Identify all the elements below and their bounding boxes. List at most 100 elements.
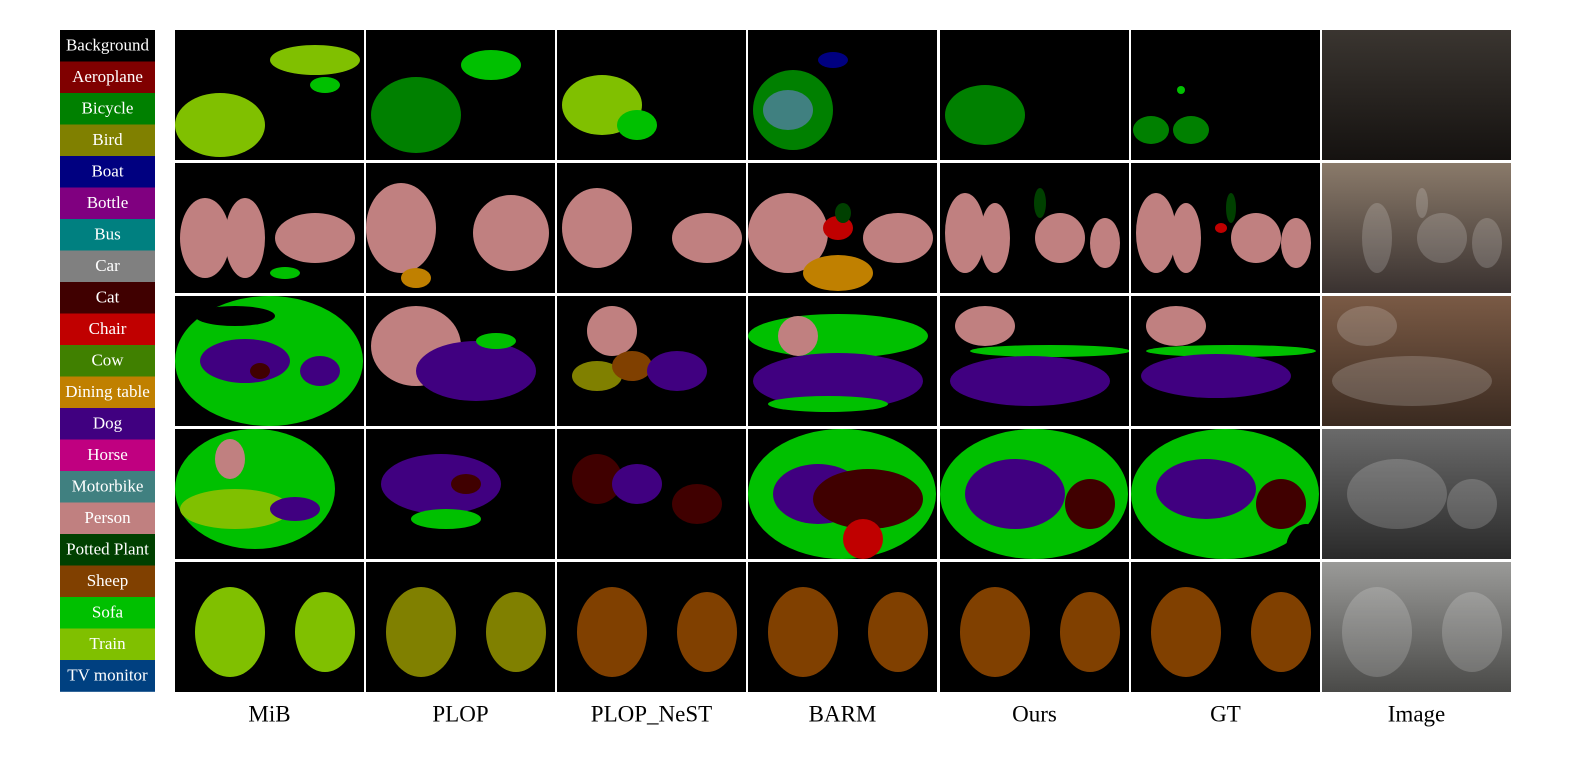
segment-region xyxy=(803,255,873,291)
grid-cell xyxy=(366,296,555,426)
grid-cell xyxy=(1131,562,1320,692)
grid-cell xyxy=(940,30,1129,160)
segment-region xyxy=(1231,213,1281,263)
segment-region xyxy=(1281,218,1311,268)
photo xyxy=(1322,562,1511,692)
column-label: Image xyxy=(1388,701,1445,726)
legend-label: Bicycle xyxy=(82,99,134,118)
legend-swatch xyxy=(60,313,155,346)
segment-region xyxy=(270,45,360,75)
legend-label: Horse xyxy=(87,445,128,464)
segment-region xyxy=(195,306,275,326)
photo xyxy=(1322,296,1511,426)
legend-swatch xyxy=(60,565,155,598)
legend-label: Bird xyxy=(92,130,123,149)
segment-region xyxy=(1133,116,1169,144)
segment-region xyxy=(813,469,923,529)
segment-region xyxy=(980,203,1010,273)
segment-region xyxy=(270,267,300,279)
segment-region xyxy=(748,193,828,273)
segment-region xyxy=(748,314,928,358)
legend-swatch xyxy=(60,250,155,283)
legend-swatch xyxy=(60,187,155,220)
grid-cell xyxy=(366,30,555,160)
segment-region xyxy=(960,587,1030,677)
segment-region xyxy=(215,439,245,479)
segment-region xyxy=(677,592,737,672)
segment-region xyxy=(672,484,722,524)
segment-region xyxy=(476,333,516,349)
segment-region xyxy=(1136,193,1176,273)
legend-swatch xyxy=(60,30,155,62)
segment-region xyxy=(868,592,928,672)
segment-region xyxy=(1251,592,1311,672)
legend-label: Aeroplane xyxy=(72,67,143,86)
legend-swatch xyxy=(60,502,155,535)
grid-cell xyxy=(366,562,555,692)
grid-cell xyxy=(748,30,937,160)
segment-region xyxy=(562,188,632,268)
segment-region xyxy=(818,52,848,68)
grid-cell xyxy=(1131,296,1320,426)
legend-swatch xyxy=(60,219,155,251)
legend-swatch xyxy=(60,439,155,472)
segment-region xyxy=(473,195,549,271)
legend-swatch xyxy=(60,471,155,503)
segment-region xyxy=(768,587,838,677)
legend-swatch xyxy=(60,534,155,566)
photo-object xyxy=(1347,459,1447,529)
segment-region xyxy=(180,198,230,278)
segment-region xyxy=(451,474,481,494)
grid-cell xyxy=(557,429,746,559)
legend-swatch xyxy=(60,124,155,157)
segment-region xyxy=(612,464,662,504)
column-label: Ours xyxy=(1012,701,1057,726)
legend-label: Background xyxy=(66,36,150,55)
legend-label: Car xyxy=(95,256,120,275)
segment-region xyxy=(1090,218,1120,268)
segment-region xyxy=(200,339,290,383)
segment-region xyxy=(175,429,335,549)
legend-label: Train xyxy=(89,634,126,653)
photo-object xyxy=(1362,203,1392,273)
legend-swatch xyxy=(60,628,155,661)
segment-region xyxy=(416,341,536,401)
photo-object xyxy=(1417,213,1467,263)
legend-label: Cat xyxy=(96,288,120,307)
legend-swatch xyxy=(60,345,155,377)
legend-swatch xyxy=(60,61,155,94)
segment-region xyxy=(1177,86,1185,94)
segment-region xyxy=(1286,524,1320,559)
segment-region xyxy=(270,497,320,521)
grid-cell xyxy=(175,296,364,426)
grid-cell xyxy=(175,429,364,559)
photo-object xyxy=(1342,587,1412,677)
column-label: MiB xyxy=(248,701,290,726)
segment-region xyxy=(778,316,818,356)
legend-label: Dining table xyxy=(65,382,150,401)
segment-region xyxy=(612,351,652,381)
photo-object xyxy=(1447,479,1497,529)
grid-cell xyxy=(1322,562,1511,692)
column-label: PLOP xyxy=(432,701,488,726)
segment-region xyxy=(572,454,622,504)
photo-object xyxy=(1442,592,1502,672)
segment-region xyxy=(945,85,1025,145)
segment-region xyxy=(970,345,1129,357)
photo-object xyxy=(1337,306,1397,346)
grid-cell xyxy=(1322,163,1511,293)
segment-region xyxy=(1173,116,1209,144)
segment-region xyxy=(647,351,707,391)
grid-cell xyxy=(557,562,746,692)
segment-region xyxy=(310,77,340,93)
legend-label: Bottle xyxy=(87,193,129,212)
legend-label: Boat xyxy=(91,162,123,181)
segment-region xyxy=(366,183,436,273)
legend-label: TV monitor xyxy=(67,666,148,685)
segment-region xyxy=(461,50,521,80)
grid-cell xyxy=(940,562,1129,692)
segment-region xyxy=(950,356,1110,406)
photo-object xyxy=(1416,188,1428,218)
segment-region xyxy=(1156,459,1256,519)
